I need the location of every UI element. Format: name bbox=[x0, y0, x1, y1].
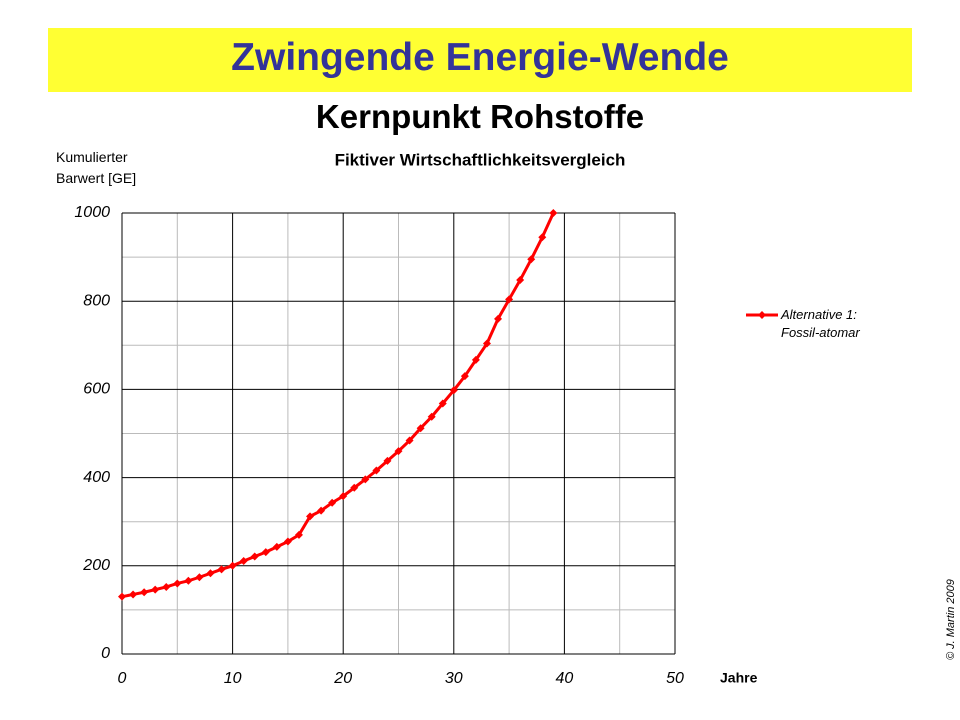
data-point bbox=[162, 582, 171, 591]
data-point bbox=[405, 436, 414, 445]
data-point bbox=[505, 295, 514, 304]
x-axis-label: Jahre bbox=[720, 670, 758, 686]
data-point bbox=[306, 512, 315, 521]
y-tick-label: 800 bbox=[83, 292, 110, 309]
data-point bbox=[250, 552, 259, 561]
legend-marker bbox=[758, 311, 766, 319]
data-point bbox=[129, 590, 138, 599]
data-point bbox=[482, 339, 491, 348]
data-point bbox=[383, 456, 392, 465]
title-banner bbox=[48, 28, 912, 92]
data-point bbox=[494, 314, 503, 323]
legend-entry: Alternative 1: Fossil-atomar bbox=[781, 307, 860, 340]
data-point bbox=[173, 579, 182, 588]
data-point bbox=[261, 548, 270, 557]
data-point bbox=[438, 399, 447, 408]
data-point bbox=[527, 255, 536, 264]
x-tick-label: 0 bbox=[118, 670, 127, 687]
x-tick-label: 20 bbox=[333, 670, 352, 687]
data-point bbox=[228, 561, 237, 570]
y-tick-label: 1000 bbox=[74, 204, 110, 221]
data-point bbox=[151, 585, 160, 594]
data-point bbox=[184, 576, 193, 585]
data-point bbox=[140, 588, 149, 597]
data-point bbox=[328, 498, 337, 507]
data-point bbox=[350, 483, 359, 492]
data-point bbox=[471, 355, 480, 364]
data-point bbox=[516, 276, 525, 285]
data-point bbox=[339, 492, 348, 501]
data-point bbox=[272, 542, 281, 551]
data-point bbox=[239, 556, 248, 565]
data-point bbox=[361, 475, 370, 484]
slide-subtitle: Kernpunkt Rohstoffe bbox=[315, 98, 645, 135]
data-point bbox=[283, 537, 292, 546]
x-tick-label: 30 bbox=[445, 670, 463, 687]
data-point bbox=[294, 530, 303, 539]
data-point bbox=[538, 233, 547, 242]
x-tick-label: 40 bbox=[556, 670, 574, 687]
data-point bbox=[217, 565, 226, 574]
chart-title: Fiktiver Wirtschaftlichkeitsvergleich bbox=[335, 150, 626, 169]
data-point bbox=[317, 506, 326, 515]
y-tick-label: 0 bbox=[101, 645, 110, 662]
y-tick-label: 200 bbox=[82, 557, 110, 574]
slide-title: Zwingende Energie-Wende bbox=[231, 36, 729, 79]
data-point bbox=[449, 386, 458, 395]
x-tick-label: 10 bbox=[224, 670, 242, 687]
data-point bbox=[195, 573, 204, 582]
x-tick-label: 50 bbox=[666, 670, 684, 687]
y-axis-label: Kumulierter Barwert [GE] bbox=[56, 149, 137, 186]
y-tick-label: 600 bbox=[83, 381, 110, 398]
data-point bbox=[206, 569, 215, 578]
data-point bbox=[460, 372, 469, 381]
data-point bbox=[118, 592, 126, 601]
y-tick-label: 400 bbox=[83, 469, 110, 486]
data-point bbox=[549, 209, 558, 217]
data-line bbox=[121, 212, 555, 599]
data-point bbox=[372, 466, 381, 475]
data-point bbox=[427, 412, 436, 421]
copyright: © J. Martin 2009 bbox=[945, 579, 957, 660]
data-point bbox=[394, 447, 403, 456]
data-point bbox=[416, 424, 425, 433]
